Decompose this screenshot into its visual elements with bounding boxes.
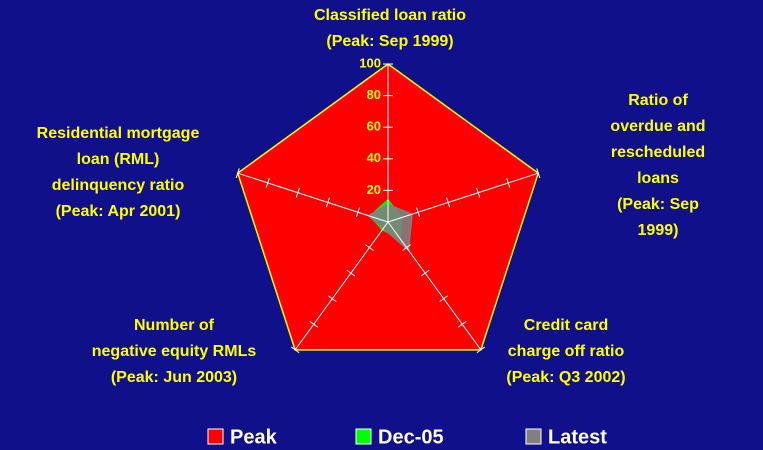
- axis-line: [387, 172, 539, 223]
- tick-mark: [365, 244, 374, 251]
- tick-mark: [457, 320, 467, 328]
- tick-mark: [476, 187, 481, 198]
- tick-mark: [295, 187, 300, 198]
- legend-label: Peak: [230, 426, 278, 448]
- tick-mark: [416, 207, 421, 218]
- tick-mark: [290, 346, 300, 354]
- axis-label: Residential mortgage loan (RML) delinque…: [36, 125, 200, 220]
- legend-label: Dec-05: [378, 426, 444, 448]
- tick-mark: [506, 178, 511, 188]
- axis-line: [237, 172, 389, 223]
- axis-label: Classified loan ratio (Peak: Sep 1999): [313, 7, 467, 50]
- tick-mark: [309, 320, 319, 328]
- series-area: [367, 203, 413, 252]
- axis-label: Ratio of overdue and rescheduled loans (…: [610, 92, 706, 239]
- legend-swatch: [207, 428, 224, 445]
- legend-swatch: [355, 428, 372, 445]
- tick-mark: [355, 207, 360, 218]
- axis-label: Credit card charge off ratio (Peak: Q3 2…: [506, 317, 626, 386]
- tick-mark: [439, 295, 449, 303]
- tick-label: 20: [367, 182, 381, 197]
- axis-line: [294, 221, 389, 351]
- axis-label: Number of negative equity RMLs (Peak: Ju…: [91, 317, 257, 386]
- tick-label: 60: [367, 119, 381, 134]
- tick-mark: [265, 178, 270, 188]
- legend-swatch: [525, 428, 542, 445]
- axis-line: [387, 221, 482, 351]
- tick-mark: [446, 197, 451, 208]
- tick-mark: [346, 269, 356, 277]
- tick-label: 100: [359, 55, 381, 70]
- tick-mark: [235, 168, 240, 179]
- legend-label: Latest: [548, 426, 607, 448]
- tick-mark: [476, 346, 486, 354]
- tick-mark: [402, 244, 411, 251]
- tick-label: 40: [367, 150, 381, 165]
- tick-label: 80: [367, 87, 381, 102]
- tick-mark: [536, 168, 541, 179]
- tick-mark: [325, 197, 330, 208]
- tick-mark: [327, 295, 337, 303]
- tick-mark: [420, 269, 430, 277]
